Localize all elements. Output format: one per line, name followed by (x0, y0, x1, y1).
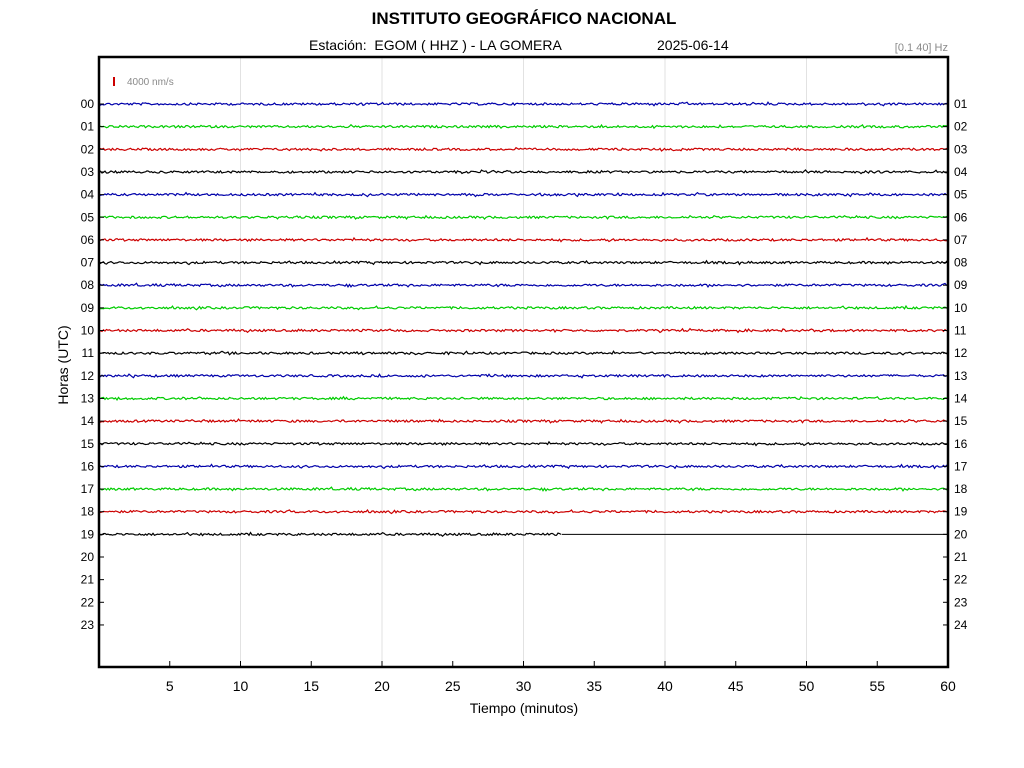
y-tick-label-right: 01 (954, 97, 968, 111)
trace-hour-10 (98, 327, 949, 334)
record-date: 2025-06-14 (657, 37, 729, 53)
y-tick-label-left: 09 (81, 301, 95, 315)
trace-hour-03 (98, 169, 949, 175)
x-tick-label: 15 (303, 678, 319, 694)
trace-hour-09 (98, 304, 949, 311)
trace-hour-06 (98, 236, 949, 243)
trace-hour-19 (98, 531, 562, 538)
y-tick-label-right: 03 (954, 142, 968, 156)
y-tick-label-left: 23 (81, 618, 95, 632)
x-tick-label: 55 (869, 678, 885, 694)
y-tick-label-right: 18 (954, 482, 968, 496)
trace-hour-13 (98, 395, 949, 402)
x-tick-label: 40 (657, 678, 673, 694)
filter-band: [0.1 40] Hz (894, 42, 948, 54)
trace-hour-01 (98, 123, 949, 130)
trace-hour-07 (98, 259, 949, 266)
y-tick-label-left: 17 (81, 482, 95, 496)
trace-hour-18 (98, 508, 949, 515)
y-tick-label-left: 10 (81, 324, 95, 338)
y-tick-label-right: 04 (954, 165, 968, 179)
x-tick-label: 35 (586, 678, 602, 694)
page-title: INSTITUTO GEOGRÁFICO NACIONAL (371, 9, 677, 28)
y-tick-label-right: 23 (954, 595, 968, 609)
x-tick-label: 25 (445, 678, 461, 694)
y-tick-label-left: 16 (81, 459, 95, 473)
trace-hour-00 (98, 101, 949, 107)
station-subtitle: Estación: EGOM ( HHZ ) - LA GOMERA (309, 37, 562, 53)
y-tick-label-right: 07 (954, 233, 968, 247)
y-tick-label-right: 14 (954, 391, 968, 405)
y-tick-label-left: 19 (81, 527, 95, 541)
y-tick-label-right: 08 (954, 256, 968, 270)
trace-hour-12 (98, 373, 949, 379)
trace-hour-16 (98, 463, 949, 470)
trace-layer (98, 101, 949, 538)
y-tick-label-right: 17 (954, 459, 968, 473)
grid-layer (240, 57, 807, 667)
trace-hour-11 (98, 350, 949, 356)
x-tick-label: 20 (374, 678, 390, 694)
amplitude-scale: 4000 nm/s (113, 77, 174, 88)
scale-label: 4000 nm/s (127, 77, 174, 88)
x-axis-label: Tiempo (minutos) (469, 700, 579, 716)
station-name: EGOM ( HHZ ) - LA GOMERA (374, 37, 562, 53)
tick-layer: 00 01 02 03 04 05 06 07 08 09 10 11 12 13 14 15 16 17 18 19… (81, 97, 968, 694)
y-tick-label-right: 06 (954, 210, 968, 224)
y-tick-label-left: 00 (81, 97, 95, 111)
y-tick-label-right: 09 (954, 278, 968, 292)
x-tick-label: 50 (799, 678, 815, 694)
trace-hour-15 (98, 440, 949, 447)
y-tick-label-left: 22 (81, 595, 95, 609)
y-tick-label-right: 10 (954, 301, 968, 315)
y-tick-label-right: 22 (954, 573, 968, 587)
y-tick-label-left: 04 (81, 188, 95, 202)
y-tick-label-left: 06 (81, 233, 95, 247)
y-tick-label-left: 21 (81, 573, 95, 587)
station-prefix: Estación: (309, 37, 367, 53)
y-tick-label-left: 01 (81, 120, 95, 134)
y-tick-label-left: 02 (81, 142, 95, 156)
x-tick-label: 30 (516, 678, 532, 694)
y-tick-label-right: 20 (954, 527, 968, 541)
trace-hour-08 (98, 282, 949, 289)
y-tick-label-left: 05 (81, 210, 95, 224)
y-tick-label-left: 14 (81, 414, 95, 428)
x-tick-label: 10 (233, 678, 249, 694)
trace-hour-14 (98, 418, 949, 424)
y-tick-label-right: 12 (954, 346, 968, 360)
trace-hour-05 (98, 214, 949, 221)
y-tick-label-right: 11 (954, 324, 967, 338)
y-tick-label-left: 13 (81, 391, 95, 405)
y-tick-label-right: 21 (954, 550, 968, 564)
y-tick-label-right: 05 (954, 188, 968, 202)
y-tick-label-left: 07 (81, 256, 95, 270)
x-tick-label: 45 (728, 678, 744, 694)
y-tick-label-left: 08 (81, 278, 95, 292)
y-tick-label-right: 13 (954, 369, 968, 383)
plot-frame (97, 55, 950, 669)
y-tick-label-left: 15 (81, 437, 95, 451)
y-tick-label-left: 18 (81, 505, 95, 519)
trace-hour-02 (98, 146, 949, 152)
y-tick-label-left: 11 (82, 346, 95, 360)
trace-hour-04 (98, 191, 949, 198)
y-tick-label-right: 24 (954, 618, 968, 632)
y-tick-label-left: 12 (81, 369, 95, 383)
trace-hour-17 (98, 486, 949, 492)
x-tick-label: 5 (166, 678, 174, 694)
y-tick-label-right: 02 (954, 120, 968, 134)
y-tick-label-left: 20 (81, 550, 95, 564)
y-tick-label-left: 03 (81, 165, 95, 179)
y-tick-label-right: 15 (954, 414, 968, 428)
y-tick-label-right: 16 (954, 437, 968, 451)
y-tick-label-right: 19 (954, 505, 968, 519)
x-tick-label: 60 (940, 678, 956, 694)
